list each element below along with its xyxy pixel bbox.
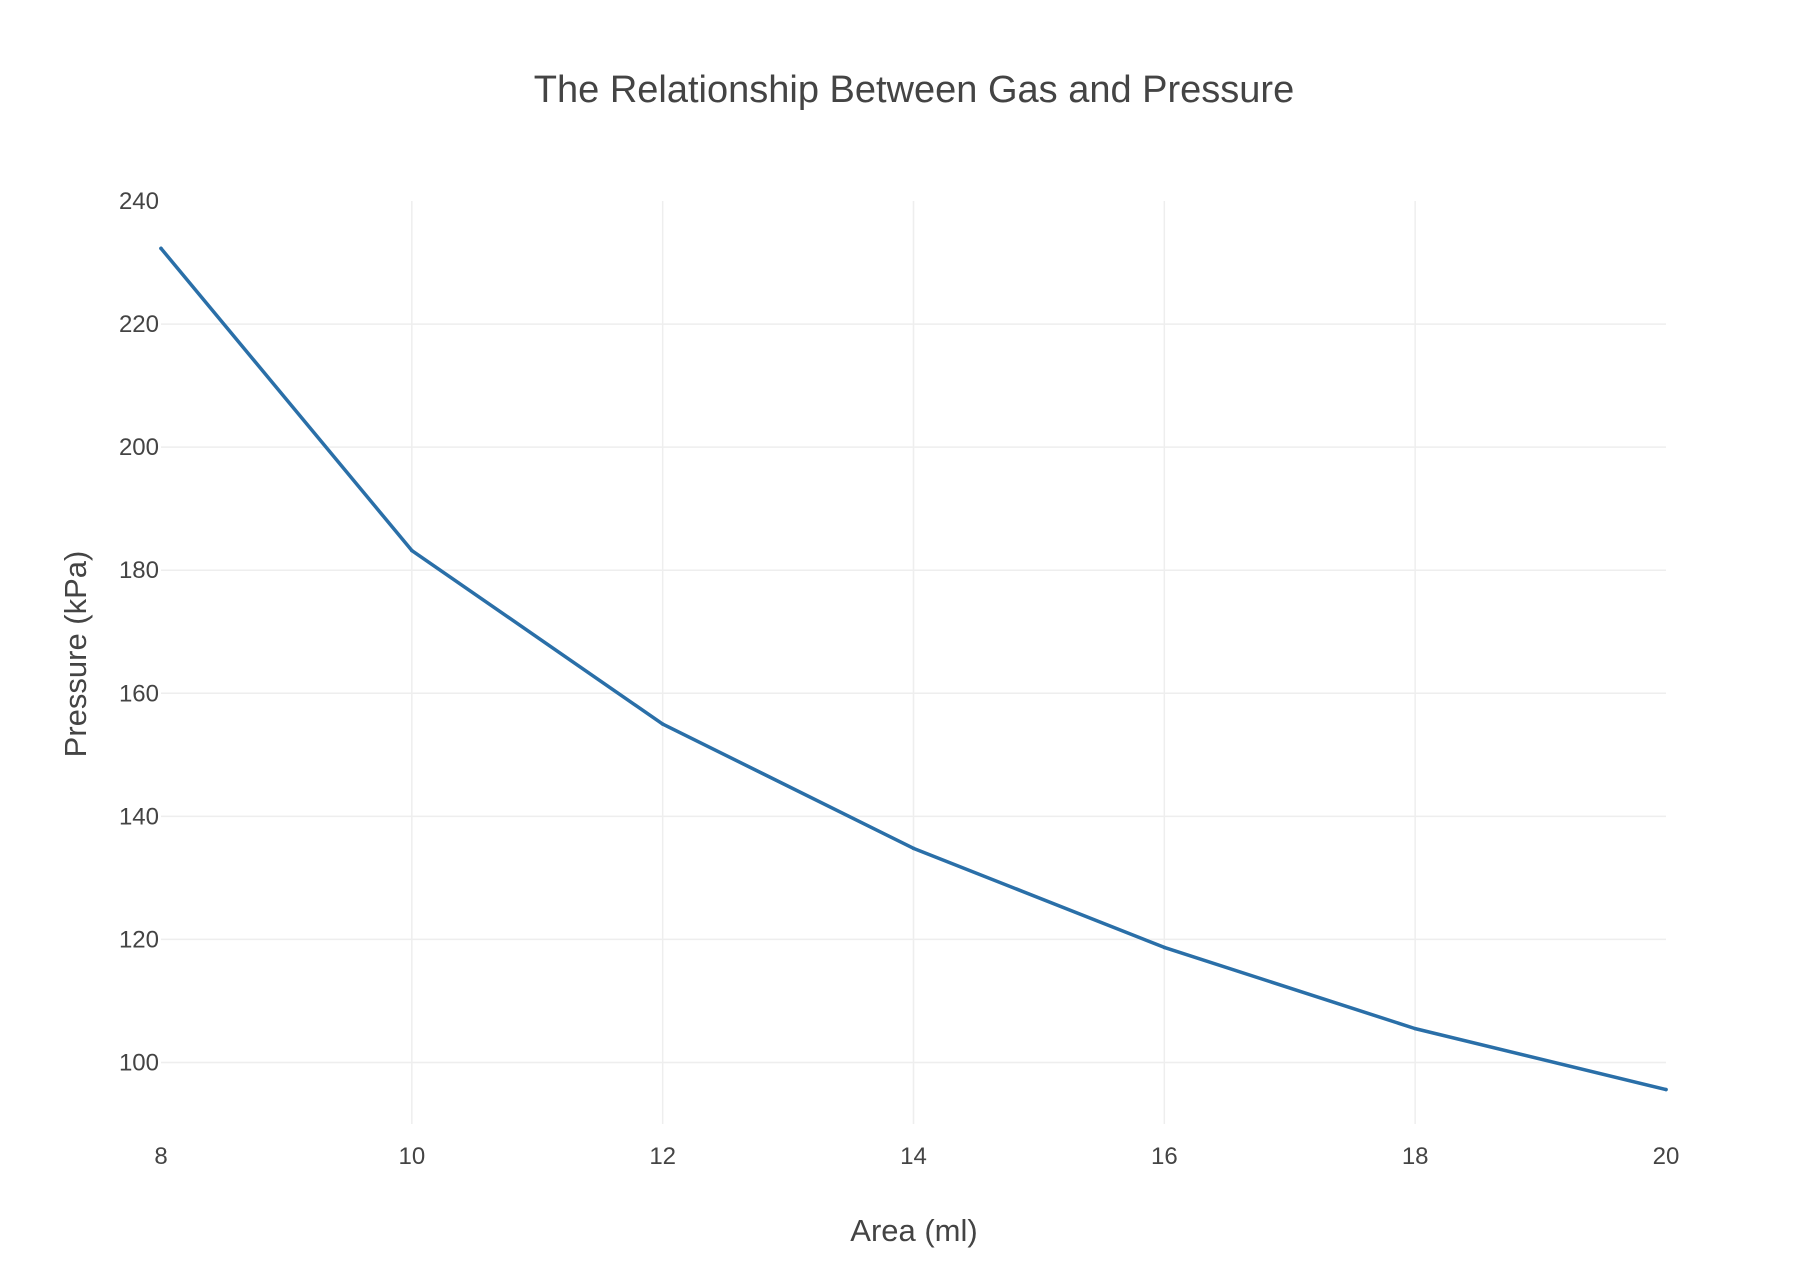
y-tick-label: 160 (119, 680, 159, 707)
data-point (1664, 1087, 1668, 1092)
x-axis-title: Area (ml) (850, 1213, 977, 1248)
data-point (1162, 945, 1167, 950)
x-tick-label: 8 (154, 1143, 167, 1170)
y-tick-label: 180 (119, 557, 159, 584)
y-tick-label: 220 (119, 311, 159, 338)
y-tick-label: 200 (119, 434, 159, 461)
chart-title: The Relationship Between Gas and Pressur… (534, 69, 1294, 111)
data-point (660, 722, 665, 726)
y-axis-title: Pressure (kPa) (58, 551, 93, 758)
data-point (911, 846, 916, 851)
series (159, 246, 1668, 1092)
y-tick-label: 140 (119, 803, 159, 830)
y-tick-label: 120 (119, 926, 159, 953)
x-tick-label: 18 (1402, 1143, 1429, 1170)
x-tick-label: 14 (900, 1143, 927, 1170)
x-tick-label: 10 (398, 1143, 425, 1170)
x-tick-label: 16 (1151, 1143, 1178, 1170)
x-tick-label: 20 (1653, 1143, 1680, 1170)
data-point (159, 246, 163, 251)
data-point (410, 548, 414, 553)
y-axis-ticks: 100 120 140 160 180 200 220 240 (119, 188, 159, 1076)
x-axis-ticks: 8 10 12 14 16 18 20 (154, 1143, 1679, 1170)
x-tick-label: 12 (649, 1143, 676, 1170)
y-tick-label: 240 (119, 188, 159, 215)
grid (161, 201, 1666, 1124)
y-tick-label: 100 (119, 1049, 159, 1076)
data-point (1413, 1026, 1417, 1031)
